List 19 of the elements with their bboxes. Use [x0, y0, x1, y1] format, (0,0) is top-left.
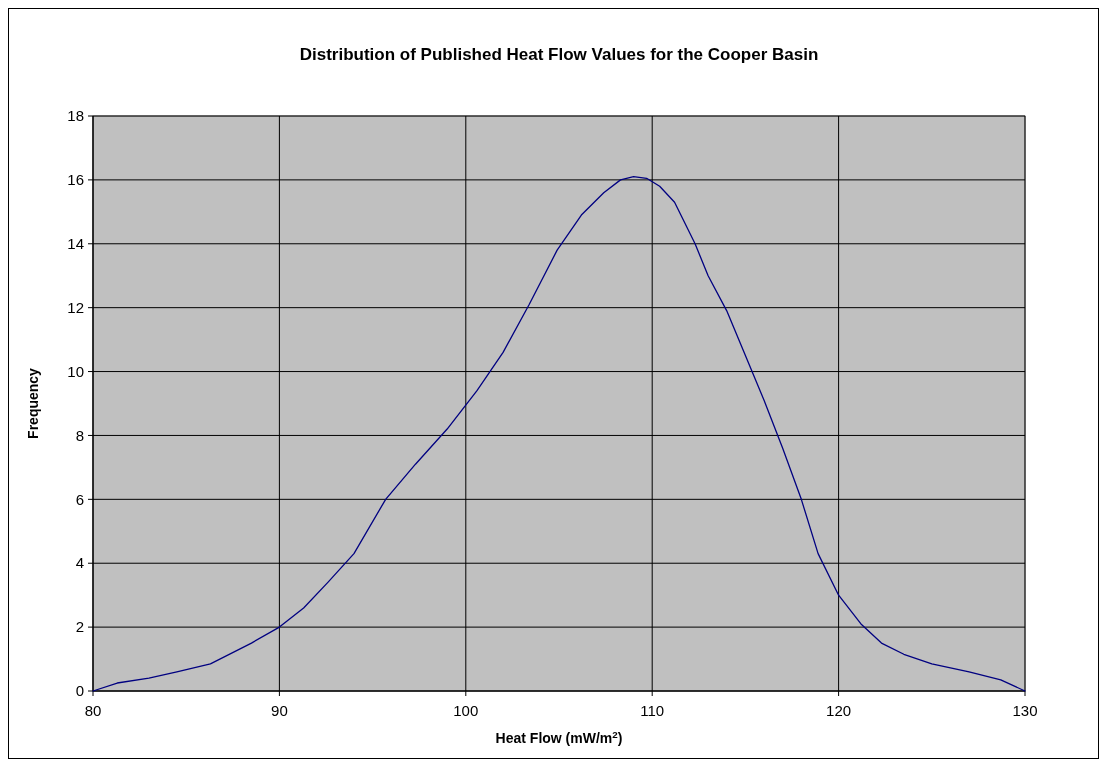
x-tick-label: 110 [640, 702, 665, 719]
y-axis-title: Frequency [25, 367, 41, 439]
y-tick-label: 8 [75, 426, 84, 444]
y-tick-label: 2 [75, 618, 84, 636]
x-tick-label: 100 [453, 702, 479, 719]
chart-title: Distribution of Published Heat Flow Values for the Cooper Basin [299, 45, 819, 64]
y-tick-label: 14 [67, 235, 84, 253]
x-tick-label: 120 [826, 702, 852, 719]
x-tick-label: 130 [1012, 702, 1038, 719]
y-tick-label: 12 [67, 298, 84, 316]
y-tick-label: 4 [75, 554, 84, 572]
x-tick-label: 90 [271, 702, 288, 719]
y-tick-label: 10 [67, 362, 84, 380]
x-axis-title: Heat Flow (mW/m$^{2}$) [495, 728, 623, 746]
y-tick-label: 18 [67, 107, 84, 125]
x-tick-label: 80 [84, 702, 102, 719]
y-tick-label: 16 [67, 171, 84, 189]
y-tick-label: 0 [75, 682, 84, 700]
y-tick-label: 6 [75, 490, 84, 508]
